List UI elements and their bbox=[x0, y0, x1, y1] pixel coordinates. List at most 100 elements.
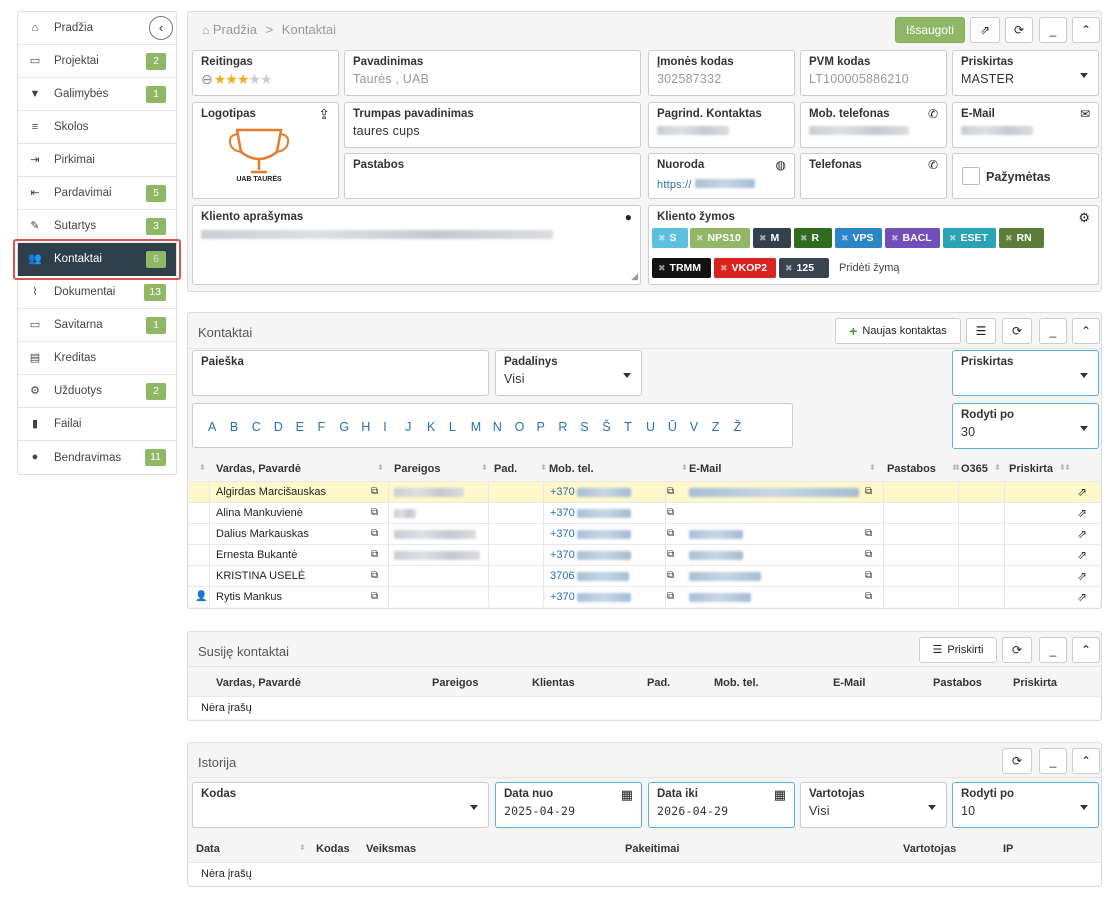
alphabet-letter[interactable]: R bbox=[558, 420, 568, 434]
collapse-panel-button[interactable]: ⌃ bbox=[1072, 748, 1100, 774]
copy-icon[interactable]: ⧉ bbox=[371, 507, 379, 518]
column-header[interactable]: Pakeitimai bbox=[625, 843, 680, 855]
home-icon[interactable]: ⌂ bbox=[202, 23, 210, 37]
history-show-select[interactable]: Rodyti po 10 bbox=[952, 782, 1099, 828]
date-to-input[interactable]: Data iki ▦ 2026-04-29 bbox=[648, 782, 795, 828]
column-header[interactable]: E-Mail bbox=[689, 463, 722, 475]
column-header[interactable]: Pareigos bbox=[432, 677, 479, 689]
open-external-button[interactable]: ⇗ bbox=[970, 17, 1000, 43]
client-tag[interactable]: ✖ VKOP2 bbox=[714, 258, 776, 278]
sidebar-item-sutartys[interactable]: ✎ Sutartys 3 bbox=[18, 210, 176, 243]
mobile-phone-field[interactable]: Mob. telefonas ✆ bbox=[800, 102, 947, 148]
client-tag[interactable]: ✖ VPS bbox=[835, 228, 882, 248]
minimize-button[interactable]: _ bbox=[1039, 748, 1067, 774]
alphabet-letter[interactable]: N bbox=[492, 420, 502, 434]
copy-icon[interactable]: ⧉ bbox=[667, 486, 675, 497]
rating-stars[interactable]: ⊖ ★★★★★ bbox=[201, 71, 273, 88]
alphabet-letter[interactable]: F bbox=[317, 420, 326, 434]
minimize-button[interactable]: _ bbox=[1039, 637, 1067, 663]
sort-icon[interactable]: ⬍ bbox=[199, 463, 206, 472]
column-header[interactable]: Veiksmas bbox=[366, 843, 417, 855]
sidebar-item-uzduotys[interactable]: ⚙ Užduotys 2 bbox=[18, 375, 176, 408]
copy-icon[interactable]: ⧉ bbox=[667, 570, 675, 581]
unit-select[interactable]: Padalinys Visi bbox=[495, 350, 642, 396]
remove-tag-icon[interactable]: ✖ bbox=[696, 232, 704, 243]
clear-rating-icon[interactable]: ⊖ bbox=[201, 71, 213, 87]
marked-checkbox-field[interactable]: Pažymėtas bbox=[952, 153, 1099, 199]
copy-icon[interactable]: ⧉ bbox=[865, 528, 873, 539]
contact-name[interactable]: KRISTINA USELĖ bbox=[216, 570, 306, 582]
client-tag[interactable]: ✖ BACL bbox=[885, 228, 940, 248]
alphabet-letter[interactable]: J bbox=[405, 420, 412, 434]
column-header[interactable]: E-Mail bbox=[833, 677, 866, 689]
sidebar-item-kontaktai[interactable]: 👥 Kontaktai 6 bbox=[18, 243, 176, 276]
remove-tag-icon[interactable]: ✖ bbox=[1005, 232, 1013, 243]
phone-icon[interactable]: ✆ bbox=[927, 107, 938, 121]
collapse-panel-button[interactable]: ⌃ bbox=[1072, 17, 1100, 43]
column-settings-button[interactable]: ☰ bbox=[966, 318, 996, 344]
column-header[interactable]: IP bbox=[1003, 843, 1014, 855]
sidebar-item-failai[interactable]: ▮ Failai bbox=[18, 408, 176, 441]
alphabet-letter[interactable]: T bbox=[624, 420, 632, 434]
notes-field[interactable]: Pastabos bbox=[344, 153, 641, 199]
upload-icon[interactable]: ⇪ bbox=[318, 106, 330, 122]
copy-icon[interactable]: ⧉ bbox=[865, 549, 873, 560]
contact-phone[interactable]: +370 bbox=[550, 507, 575, 519]
column-header[interactable]: Pastabos bbox=[933, 677, 982, 689]
external-link-icon[interactable]: ⇗ bbox=[1077, 506, 1088, 520]
calendar-icon[interactable]: ▦ bbox=[773, 787, 786, 802]
copy-icon[interactable]: ⧉ bbox=[371, 570, 379, 581]
sidebar-item-dokumentai[interactable]: ⌇ Dokumentai 13 bbox=[18, 276, 176, 309]
company-code-field[interactable]: Įmonės kodas 302587332 bbox=[648, 50, 795, 96]
table-row[interactable]: Algirdas Marcišauskas ⧉ +370 ⧉ ⧉ ⇗ bbox=[189, 481, 1100, 502]
client-tag[interactable]: ✖ R bbox=[794, 228, 832, 248]
sidebar-item-savitarna[interactable]: ▭ Savitarna 1 bbox=[18, 309, 176, 342]
remove-tag-icon[interactable]: ✖ bbox=[720, 262, 728, 273]
sort-icon[interactable]: ⬍ bbox=[869, 463, 876, 472]
name-field[interactable]: Pavadinimas Taurės , UAB bbox=[344, 50, 641, 96]
client-tag[interactable]: ✖ M bbox=[753, 228, 791, 248]
table-row[interactable]: Alina Mankuvienė ⧉ +370 ⧉ ⇗ bbox=[189, 502, 1100, 523]
alphabet-letter[interactable]: I bbox=[383, 420, 387, 434]
sidebar-item-pirkimai[interactable]: ⇥ Pirkimai bbox=[18, 144, 176, 177]
minimize-button[interactable]: _ bbox=[1039, 17, 1067, 43]
link-field[interactable]: Nuoroda ◍ https:// bbox=[648, 153, 795, 199]
short-name-field[interactable]: Trumpas pavadinimas taures cups bbox=[344, 102, 641, 148]
column-header[interactable]: O365 bbox=[961, 463, 988, 475]
contact-phone[interactable]: 3706 bbox=[550, 570, 575, 582]
column-header[interactable]: Mob. tel. bbox=[714, 677, 759, 689]
refresh-button[interactable]: ⟳ bbox=[1005, 17, 1033, 43]
alphabet-letter[interactable]: C bbox=[251, 420, 261, 434]
collapse-sidebar-button[interactable]: ‹ bbox=[149, 16, 173, 40]
table-row[interactable]: Dalius Markauskas ⧉ +370 ⧉ ⧉ ⇗ bbox=[189, 523, 1100, 544]
copy-icon[interactable]: ⧉ bbox=[371, 528, 379, 539]
search-input[interactable]: Paieška bbox=[192, 350, 489, 396]
external-link-icon[interactable]: ⇗ bbox=[1077, 569, 1088, 583]
copy-icon[interactable]: ⧉ bbox=[371, 486, 379, 497]
sort-icon[interactable]: ⬍ bbox=[951, 463, 958, 472]
assign-button[interactable]: ☰ Priskirti bbox=[919, 637, 997, 663]
column-header[interactable]: Priskirta bbox=[1009, 463, 1054, 475]
sidebar-item-pradzia[interactable]: ⌂ Pradžia bbox=[18, 12, 176, 45]
contact-name[interactable]: Ernesta Bukantė bbox=[216, 549, 298, 561]
client-tag[interactable]: ✖ RN bbox=[999, 228, 1044, 248]
sort-icon[interactable]: ⬍ bbox=[481, 463, 488, 472]
column-header[interactable]: Vardas, Pavardė bbox=[216, 463, 302, 475]
column-header[interactable]: Pad. bbox=[494, 463, 518, 475]
alphabet-letter[interactable]: M bbox=[470, 420, 482, 434]
user-select[interactable]: Vartotojas Visi bbox=[800, 782, 947, 828]
contact-name[interactable]: Dalius Markauskas bbox=[216, 528, 309, 540]
client-description-field[interactable]: Kliento aprašymas ● ◢ bbox=[192, 205, 641, 285]
sort-icon[interactable]: ⬍ bbox=[954, 463, 961, 472]
alphabet-letter[interactable]: A bbox=[208, 420, 217, 434]
sort-icon[interactable]: ⬍ bbox=[681, 463, 688, 472]
alphabet-letter[interactable]: Ž bbox=[733, 420, 742, 434]
column-header[interactable]: Priskirta bbox=[1013, 677, 1058, 689]
external-link-icon[interactable]: ⇗ bbox=[1077, 485, 1088, 499]
contact-phone[interactable]: +370 bbox=[550, 549, 575, 561]
resize-handle-icon[interactable]: ◢ bbox=[631, 271, 638, 281]
refresh-button[interactable]: ⟳ bbox=[1002, 637, 1032, 663]
link-prefix[interactable]: https:// bbox=[657, 179, 692, 191]
sidebar-item-projektai[interactable]: ▭ Projektai 2 bbox=[18, 45, 176, 78]
star-icon[interactable]: ★ bbox=[248, 71, 261, 87]
